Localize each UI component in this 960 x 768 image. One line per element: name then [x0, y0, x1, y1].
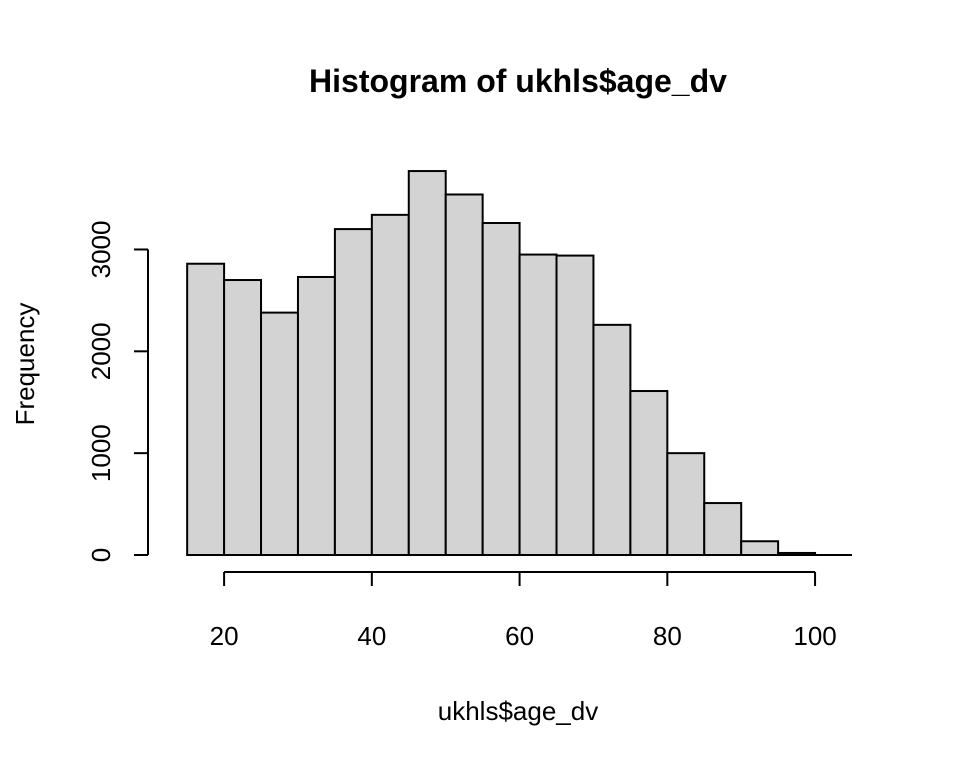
histogram-bar-65-70: [555, 254, 595, 557]
histogram-bar-45-50: [407, 170, 447, 556]
histogram-bar-85-90: [703, 502, 743, 556]
x-tick-label: 20: [210, 621, 239, 651]
x-tick-label: 60: [505, 621, 534, 651]
histogram-bar-60-65: [518, 253, 558, 556]
x-tick-label: 80: [653, 621, 682, 651]
histogram-bar-75-80: [629, 390, 669, 556]
histogram-bar-30-35: [296, 275, 336, 556]
histogram-bar-35-40: [333, 228, 373, 557]
histogram-bar-25-30: [260, 311, 299, 556]
y-axis: 0 1000 2000 3000: [86, 221, 149, 562]
histogram-bar-55-60: [481, 221, 521, 556]
histogram-bar-80-85: [666, 452, 706, 556]
x-tick-label: 40: [357, 621, 386, 651]
y-tick-label: 1000: [86, 424, 116, 482]
y-tick-label: 2000: [86, 322, 116, 380]
x-axis-label: ukhls$age_dv: [438, 696, 598, 726]
histogram-bars: [186, 170, 817, 557]
histogram-bar-20-25: [223, 279, 263, 556]
chart-title: Histogram of ukhls$age_dv: [309, 63, 727, 99]
histogram-bar-50-55: [444, 193, 484, 556]
y-tick-label: 3000: [86, 221, 116, 279]
y-tick-label: 0: [86, 548, 116, 562]
x-tick-label: 100: [793, 621, 836, 651]
histogram-bar-40-45: [370, 213, 410, 556]
x-axis: 20 40 60 80 100: [210, 571, 837, 651]
histogram-bar-70-75: [592, 323, 632, 557]
histogram-bar-90-95: [740, 540, 780, 557]
histogram-bar-15-20: [186, 262, 226, 556]
y-axis-label: Frequency: [10, 303, 40, 426]
